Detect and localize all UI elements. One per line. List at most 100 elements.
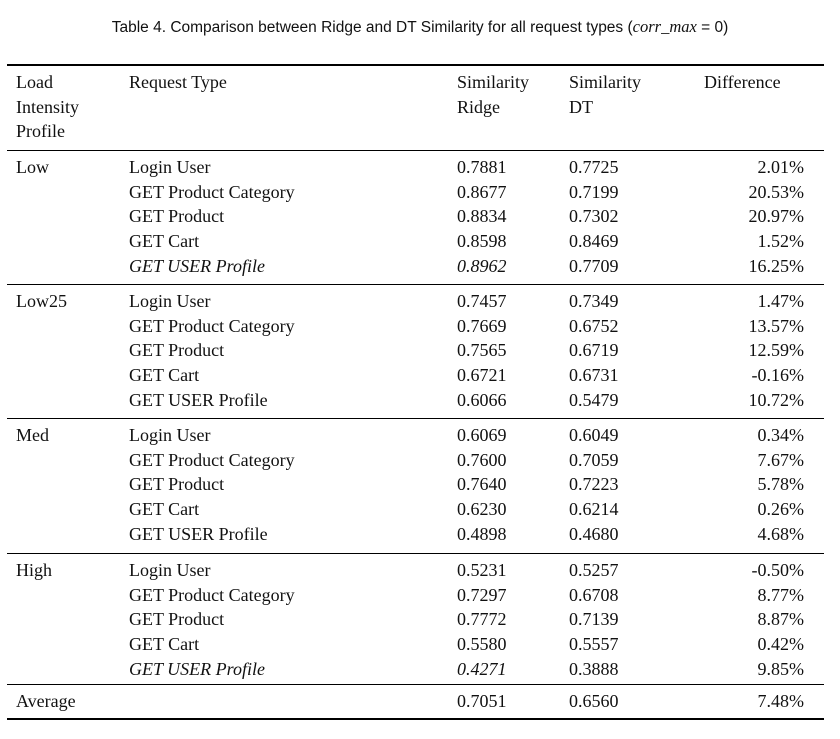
similarity-dt-cell: 0.7223 [569,474,619,495]
request-type-cell: GET USER Profile [129,389,268,410]
header-request-type: Request Type [129,72,227,92]
similarity-ridge-cell: 0.6230 [457,499,507,520]
similarity-ridge-cell: 0.4898 [457,523,507,544]
similarity-ridge-cell: 0.6069 [457,425,507,445]
similarity-ridge-cell: 0.7297 [457,584,507,605]
request-type-cell: GET Product [129,340,225,361]
difference-cell: 20.97% [748,206,805,227]
request-type-cell: Login User [129,291,211,311]
request-type-cell: GET Product [129,474,225,495]
similarity-dt-cell: 0.5479 [569,389,619,410]
request-type-cell: GET Cart [129,634,200,655]
request-type-cell: Login User [129,560,211,580]
request-type-cell: GET Cart [129,365,200,386]
request-type-cell: GET Product Category [129,315,295,336]
similarity-dt-cell: 0.7302 [569,206,619,227]
header-sim-ridge-line: Similarity [457,72,529,92]
similarity-dt-cell: 0.7725 [569,157,619,177]
request-type-cell: GET USER Profile [129,523,268,544]
similarity-dt-cell: 0.6731 [569,365,619,386]
difference-cell: 0.42% [757,634,805,655]
table-caption: Table 4. Comparison between Ridge and DT… [0,17,840,37]
similarity-ridge-cell: 0.8598 [457,231,507,252]
header-load-profile-line: Profile [16,121,65,141]
difference-cell: -0.50% [751,560,805,580]
request-type-cell: GET Cart [129,231,200,252]
similarity-ridge-cell: 0.4271 [457,658,507,679]
group-separator-rule [7,418,824,419]
caption-math: corr_max [632,17,697,36]
header-sim-dt-line: DT [569,96,593,117]
load-profile-cell: High [16,560,52,580]
difference-cell: 13.57% [748,315,805,336]
average-difference: 7.48% [757,691,805,711]
similarity-ridge-cell: 0.7457 [457,291,507,311]
request-type-cell: GET Product Category [129,449,295,470]
difference-cell: -0.16% [751,365,805,386]
difference-cell: 8.87% [757,609,805,630]
difference-cell: 7.67% [757,449,805,470]
similarity-dt-cell: 0.7139 [569,609,619,630]
similarity-ridge-cell: 0.7565 [457,340,507,361]
similarity-dt-cell: 0.6049 [569,425,619,445]
header-load-profile-line: Load [16,72,53,92]
header-load-profile: Load Intensity Profile [16,70,79,144]
caption-text: Table 4. Comparison between Ridge and DT… [111,19,633,36]
similarity-dt-cell: 0.6719 [569,340,619,361]
load-profile-cell: Low25 [16,291,67,311]
difference-cell: 1.52% [757,231,805,252]
similarity-ridge-cell: 0.6066 [457,389,507,410]
average-ridge: 0.7051 [457,691,507,711]
difference-cell: 9.85% [757,658,805,679]
similarity-dt-cell: 0.6214 [569,499,619,520]
header-difference: Difference [704,72,781,92]
average-separator-rule [7,684,824,685]
similarity-ridge-cell: 0.7669 [457,315,507,336]
similarity-ridge-cell: 0.7772 [457,609,507,630]
similarity-ridge-cell: 0.8962 [457,255,507,276]
similarity-dt-cell: 0.4680 [569,523,619,544]
similarity-dt-cell: 0.5557 [569,634,619,655]
group-separator-rule [7,553,824,554]
request-type-cell: GET USER Profile [129,658,265,679]
similarity-ridge-cell: 0.6721 [457,365,507,386]
difference-cell: 12.59% [748,340,805,361]
similarity-dt-cell: 0.6708 [569,584,619,605]
difference-cell: 0.34% [757,425,805,445]
request-type-cell: GET Product Category [129,181,295,202]
similarity-ridge-cell: 0.5580 [457,634,507,655]
similarity-dt-cell: 0.6752 [569,315,619,336]
header-load-profile-line: Intensity [16,96,79,117]
header-sim-ridge-line: Ridge [457,96,500,117]
header-rule [7,150,824,151]
difference-cell: 10.72% [748,389,805,410]
average-dt: 0.6560 [569,691,619,711]
caption-math-rest: = 0) [696,19,729,36]
similarity-dt-cell: 0.3888 [569,658,619,679]
bottom-rule [7,718,824,720]
request-type-cell: GET Cart [129,499,200,520]
request-type-cell: Login User [129,425,211,445]
request-type-cell: Login User [129,157,211,177]
difference-cell: 16.25% [748,255,805,276]
difference-cell: 20.53% [748,181,805,202]
difference-cell: 5.78% [757,474,805,495]
difference-cell: 0.26% [757,499,805,520]
top-rule [7,64,824,66]
similarity-ridge-cell: 0.7600 [457,449,507,470]
difference-cell: 1.47% [757,291,805,311]
difference-cell: 4.68% [757,523,805,544]
request-type-cell: GET USER Profile [129,255,265,276]
load-profile-cell: Low [16,157,49,177]
similarity-ridge-cell: 0.7640 [457,474,507,495]
request-type-cell: GET Product [129,609,225,630]
similarity-ridge-cell: 0.8834 [457,206,507,227]
average-label: Average [16,691,76,711]
similarity-dt-cell: 0.7059 [569,449,619,470]
header-sim-ridge: Similarity Ridge [457,70,529,119]
similarity-ridge-cell: 0.7881 [457,157,507,177]
similarity-dt-cell: 0.7349 [569,291,619,311]
header-sim-dt-line: Similarity [569,72,641,92]
similarity-ridge-cell: 0.5231 [457,560,507,580]
difference-cell: 8.77% [757,584,805,605]
